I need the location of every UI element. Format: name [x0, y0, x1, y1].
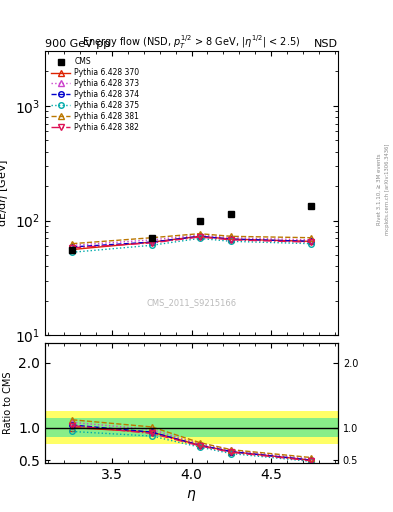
- Pythia 6.428 374: [229, 236, 234, 242]
- Pythia 6.428 375: [229, 238, 234, 244]
- Pythia 6.428 375: [70, 249, 75, 255]
- Pythia 6.428 374: [197, 233, 202, 240]
- Pythia 6.428 370: [149, 239, 154, 245]
- Pythia 6.428 373: [70, 242, 75, 248]
- Title: Energy flow (NSD, $p_T^{1/2}$ > 8 GeV, $|\eta^{1/2}|$ < 2.5): Energy flow (NSD, $p_T^{1/2}$ > 8 GeV, $…: [83, 34, 301, 51]
- Text: mcplots.cern.ch [arXiv:1306.3436]: mcplots.cern.ch [arXiv:1306.3436]: [385, 144, 389, 235]
- CMS: [197, 218, 202, 224]
- Legend: CMS, Pythia 6.428 370, Pythia 6.428 373, Pythia 6.428 374, Pythia 6.428 375, Pyt: CMS, Pythia 6.428 370, Pythia 6.428 373,…: [49, 55, 141, 134]
- Pythia 6.428 381: [229, 233, 234, 240]
- Pythia 6.428 373: [149, 237, 154, 243]
- Pythia 6.428 382: [70, 245, 75, 251]
- Pythia 6.428 373: [229, 234, 234, 241]
- CMS: [70, 247, 75, 253]
- Pythia 6.428 382: [229, 237, 234, 243]
- Pythia 6.428 373: [197, 232, 202, 238]
- Line: CMS: CMS: [69, 202, 314, 254]
- Pythia 6.428 382: [197, 234, 202, 240]
- Line: Pythia 6.428 373: Pythia 6.428 373: [70, 232, 314, 248]
- Pythia 6.428 375: [149, 242, 154, 248]
- Y-axis label: dE/d$\eta$ [GeV]: dE/d$\eta$ [GeV]: [0, 159, 9, 227]
- Line: Pythia 6.428 382: Pythia 6.428 382: [70, 234, 314, 250]
- CMS: [309, 203, 313, 209]
- Pythia 6.428 373: [309, 237, 313, 243]
- Y-axis label: Ratio to CMS: Ratio to CMS: [3, 372, 13, 435]
- Line: Pythia 6.428 370: Pythia 6.428 370: [70, 233, 314, 252]
- Text: NSD: NSD: [314, 38, 338, 49]
- Text: Rivet 3.1.10, ≥ 3M events: Rivet 3.1.10, ≥ 3M events: [377, 154, 382, 225]
- Pythia 6.428 382: [309, 239, 313, 245]
- CMS: [229, 210, 234, 217]
- Line: Pythia 6.428 375: Pythia 6.428 375: [70, 236, 314, 255]
- Pythia 6.428 374: [309, 238, 313, 244]
- X-axis label: $\eta$: $\eta$: [186, 488, 197, 503]
- Pythia 6.428 381: [309, 234, 313, 241]
- Pythia 6.428 381: [197, 230, 202, 237]
- CMS: [149, 236, 154, 242]
- Pythia 6.428 381: [70, 241, 75, 247]
- Line: Pythia 6.428 381: Pythia 6.428 381: [70, 231, 314, 246]
- Pythia 6.428 381: [149, 234, 154, 241]
- Pythia 6.428 370: [229, 236, 234, 242]
- Pythia 6.428 370: [309, 238, 313, 244]
- Text: 900 GeV pp: 900 GeV pp: [45, 38, 110, 49]
- Line: Pythia 6.428 374: Pythia 6.428 374: [70, 233, 314, 250]
- Pythia 6.428 370: [197, 233, 202, 240]
- Pythia 6.428 382: [149, 240, 154, 246]
- Pythia 6.428 374: [149, 239, 154, 245]
- Pythia 6.428 374: [70, 244, 75, 250]
- Text: CMS_2011_S9215166: CMS_2011_S9215166: [147, 298, 237, 307]
- Pythia 6.428 375: [197, 236, 202, 242]
- Pythia 6.428 375: [309, 241, 313, 247]
- Pythia 6.428 370: [70, 246, 75, 252]
